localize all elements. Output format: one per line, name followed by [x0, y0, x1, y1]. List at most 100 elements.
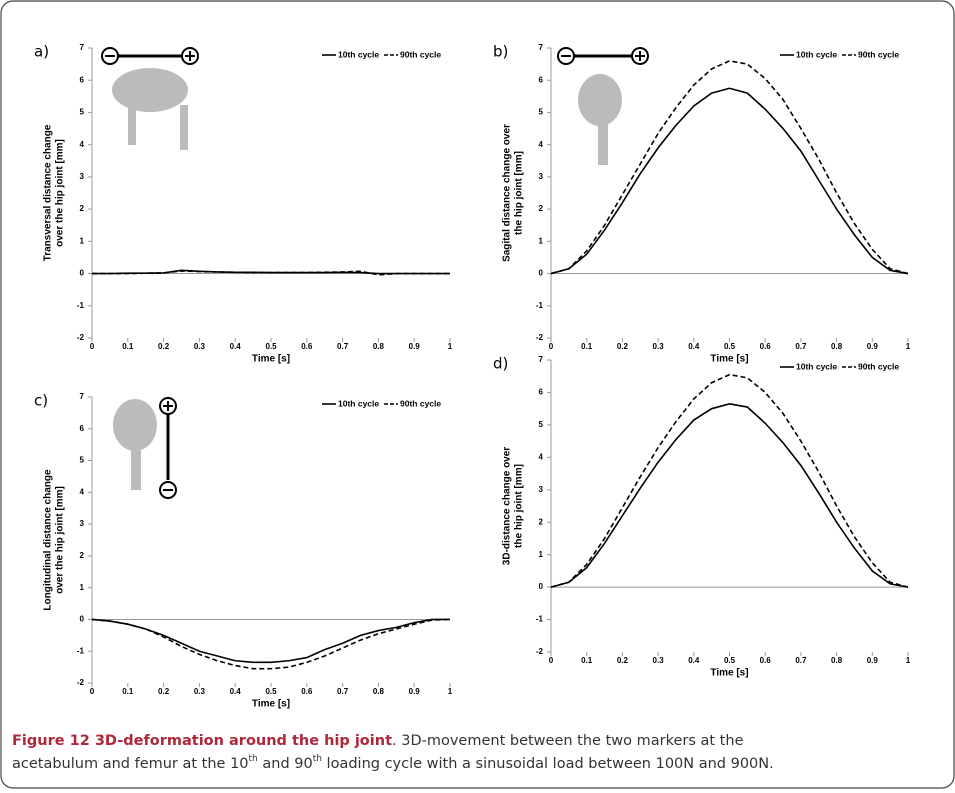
x-tick-label: 0.9 — [867, 656, 879, 665]
x-tick-label: 0.9 — [409, 687, 421, 696]
y-tick-label: 6 — [80, 75, 85, 84]
y-tick-label: 2 — [539, 517, 544, 526]
legend-label: 90th cycle — [858, 49, 899, 59]
legend-label: 10th cycle — [338, 49, 379, 59]
series-line — [550, 87, 909, 275]
y-tick-label: 1 — [80, 583, 85, 592]
panel-label: c) — [34, 392, 48, 410]
x-tick-label: 0.4 — [230, 342, 242, 351]
y-axis-label: 3D-distance change over — [502, 447, 513, 565]
y-tick-label: 3 — [80, 519, 85, 528]
x-axis-label: Time [s] — [710, 668, 748, 679]
panel-label: b) — [493, 43, 508, 61]
y-tick-label: 5 — [539, 420, 544, 429]
series-line — [91, 618, 451, 670]
caption-text: acetabulum and femur at the 10 — [12, 756, 249, 772]
y-axis-label: the hip joint [mm] — [514, 151, 525, 235]
y-tick-label: 6 — [539, 388, 544, 397]
x-tick-label: 1 — [906, 342, 911, 351]
y-tick-label: 5 — [80, 456, 85, 465]
y-tick-label: 1 — [80, 236, 85, 245]
x-tick-label: 0.1 — [581, 342, 593, 351]
x-axis-label: Time [s] — [252, 699, 290, 710]
x-axis-label: Time [s] — [710, 354, 748, 365]
x-tick-label: 0.2 — [617, 656, 629, 665]
x-tick-label: 0.7 — [795, 656, 807, 665]
y-tick-label: 2 — [80, 551, 85, 560]
series-line — [92, 270, 450, 276]
x-tick-label: 0.3 — [194, 687, 206, 696]
x-tick-label: 1 — [448, 342, 453, 351]
y-axis-label: over the hip joint [mm] — [55, 139, 66, 247]
y-tick-label: 4 — [539, 140, 544, 149]
x-tick-label: 0.8 — [831, 656, 843, 665]
y-axis-label: Longitudinal distance change — [43, 469, 54, 611]
x-tick-label: 0.7 — [337, 342, 349, 351]
y-tick-label: 0 — [539, 269, 544, 278]
y-tick-label: 6 — [80, 424, 85, 433]
y-tick-label: 7 — [539, 43, 544, 52]
y-tick-label: 2 — [539, 204, 544, 213]
series-line — [550, 402, 909, 588]
x-tick-label: 0.9 — [409, 342, 421, 351]
y-tick-label: 0 — [80, 269, 85, 278]
caption-sup: th — [249, 754, 258, 764]
panel-label: d) — [493, 355, 508, 373]
y-tick-label: -1 — [77, 646, 85, 655]
legend-label: 10th cycle — [796, 361, 837, 371]
y-axis-label: Transversal distance change — [43, 124, 54, 261]
y-tick-label: -1 — [77, 301, 85, 310]
x-tick-label: 0 — [90, 342, 95, 351]
y-tick-label: 0 — [80, 615, 85, 624]
x-tick-label: 1 — [906, 656, 911, 665]
x-tick-label: 0.2 — [158, 342, 170, 351]
x-tick-label: 0.6 — [301, 342, 313, 351]
x-tick-label: 0.3 — [653, 342, 665, 351]
y-axis-label: the hip joint [mm] — [514, 464, 525, 548]
x-tick-label: 0.6 — [760, 342, 772, 351]
caption: Figure 12 3D-deformation around the hip … — [12, 733, 744, 749]
x-tick-label: 0.5 — [265, 687, 277, 696]
y-tick-label: 5 — [539, 108, 544, 117]
y-axis-label: over the hip joint [mm] — [55, 486, 66, 594]
x-tick-label: 0.7 — [795, 342, 807, 351]
y-tick-label: 3 — [80, 172, 85, 181]
x-tick-label: 0.8 — [373, 342, 385, 351]
y-tick-label: -2 — [77, 678, 85, 687]
x-tick-label: 0.1 — [581, 656, 593, 665]
y-tick-label: 4 — [80, 487, 85, 496]
y-tick-label: 1 — [539, 550, 544, 559]
series-line — [550, 373, 909, 588]
y-tick-label: 3 — [539, 485, 544, 494]
x-axis-label: Time [s] — [252, 354, 290, 365]
y-tick-label: 7 — [539, 355, 544, 364]
icons — [101, 47, 649, 499]
y-tick-label: 6 — [539, 75, 544, 84]
y-tick-label: 1 — [539, 236, 544, 245]
y-tick-label: 0 — [539, 582, 544, 591]
y-tick-label: 4 — [80, 140, 85, 149]
y-axis-label: Sagital distance change over — [502, 124, 513, 262]
x-tick-label: 1 — [448, 687, 453, 696]
x-tick-label: 0.2 — [158, 687, 170, 696]
x-tick-label: 0.1 — [122, 342, 134, 351]
x-tick-label: 0.1 — [122, 687, 134, 696]
y-tick-label: -1 — [536, 301, 544, 310]
caption-label: Figure 12 3D-deformation around the hip … — [12, 733, 392, 749]
y-tick-label: 3 — [539, 172, 544, 181]
legend-label: 90th cycle — [400, 49, 441, 59]
x-tick-label: 0.5 — [724, 656, 736, 665]
x-tick-label: 0.3 — [653, 656, 665, 665]
caption-text: and 90 — [258, 756, 313, 772]
x-tick-label: 0.3 — [194, 342, 206, 351]
x-tick-label: 0 — [549, 656, 554, 665]
x-tick-label: 0.7 — [337, 687, 349, 696]
y-tick-label: 5 — [80, 108, 85, 117]
x-tick-label: 0.2 — [617, 342, 629, 351]
x-tick-label: 0 — [549, 342, 554, 351]
caption: acetabulum and femur at the 10th and 90t… — [12, 754, 774, 773]
x-tick-label: 0.5 — [724, 342, 736, 351]
y-tick-label: 2 — [80, 204, 85, 213]
